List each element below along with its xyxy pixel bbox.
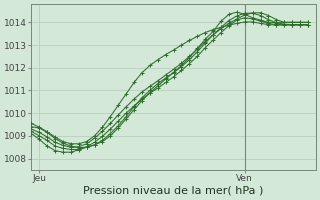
X-axis label: Pression niveau de la mer( hPa ): Pression niveau de la mer( hPa ) [84, 186, 264, 196]
